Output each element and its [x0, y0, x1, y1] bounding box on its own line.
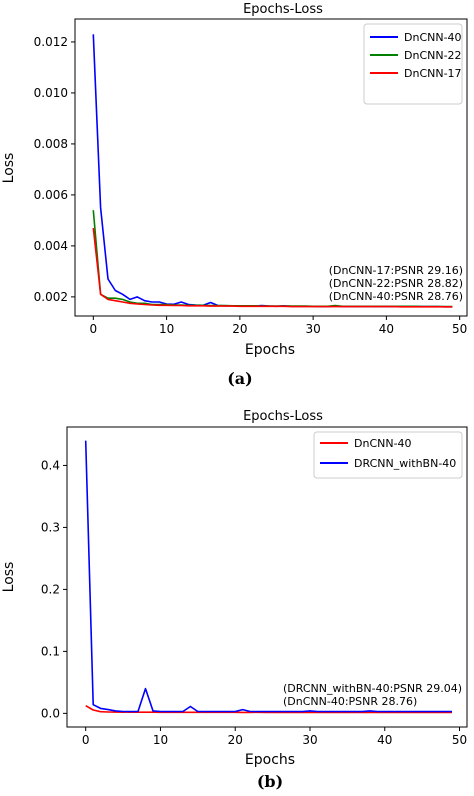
- chart-b-legend: DnCNN-40 DRCNN_withBN-40: [313, 431, 463, 479]
- chart-b-xlabel: Epochs: [245, 752, 295, 768]
- chart-a-panel-label: (a): [227, 369, 253, 388]
- chart-a-xtick-label: 20: [232, 322, 247, 336]
- chart-a-ytick-label: 0.006: [34, 188, 68, 202]
- chart-a-ytick-label: 0.008: [34, 137, 68, 151]
- chart-a-ytick-label: 0.004: [34, 239, 68, 253]
- chart-a: Epochs-Loss Loss Epochs 0 10 20 30 40 50 0.00…: [1, 2, 468, 388]
- chart-b-annotations: (DRCNN_withBN-40:PSNR 29.04) (DnCNN-40:P…: [283, 682, 462, 708]
- chart-b-xtick-label: 30: [302, 733, 317, 747]
- chart-a-legend-label-dncnn-22: DnCNN-22: [404, 49, 462, 62]
- chart-a-ytick-label: 0.012: [34, 35, 68, 49]
- chart-a-xtick-label: 40: [379, 322, 394, 336]
- chart-b-xtick-label: 50: [452, 733, 467, 747]
- chart-b-ylabel: Loss: [1, 562, 17, 593]
- chart-a-annotation-dncnn-40: (DnCNN-40:PSNR 28.76): [329, 290, 463, 303]
- chart-a-xtick-label: 0: [89, 322, 97, 336]
- chart-a-ytick-label: 0.002: [34, 290, 68, 304]
- chart-a-xtick-label: 30: [305, 322, 320, 336]
- chart-b-legend-box: [313, 431, 463, 479]
- chart-b-ytick-label: 0.3: [41, 520, 60, 534]
- chart-a-series-line-dncnn-17: [92, 227, 453, 308]
- chart-b-series-line-drcnn-withbn-40: [84, 440, 452, 713]
- chart-a-annotations: (DnCNN-17:PSNR 29.16) (DnCNN-22:PSNR 28.…: [329, 264, 463, 303]
- chart-a-ylabel: Loss: [1, 153, 17, 184]
- chart-b-annotation-drcnn-withbn-40: (DRCNN_withBN-40:PSNR 29.04): [283, 682, 462, 695]
- chart-b-xtick-label: 20: [228, 733, 243, 747]
- chart-a-series-lines: [92, 34, 453, 308]
- chart-a-title: Epochs-Loss: [243, 2, 323, 17]
- chart-b-legend-label-dncnn-40: DnCNN-40: [354, 437, 412, 450]
- chart-a-ytick-label: 0.010: [34, 86, 68, 100]
- chart-a-legend-box: [363, 23, 463, 105]
- chart-a-y-axis: 0.002 0.004 0.006 0.008 0.010 0.012: [34, 35, 75, 304]
- chart-a-x-axis: 0 10 20 30 40 50: [89, 316, 467, 336]
- chart-b-xtick-label: 40: [377, 733, 392, 747]
- chart-b-ytick-label: 0.2: [41, 582, 60, 596]
- chart-b-ytick-label: 0.0: [41, 706, 60, 720]
- chart-a-legend-label-dncnn-40: DnCNN-40: [404, 31, 462, 44]
- chart-b-legend-label-drcnn-withbn-40: DRCNN_withBN-40: [354, 457, 456, 470]
- chart-a-plot-frame: [74, 18, 468, 317]
- chart-a-legend: DnCNN-40 DnCNN-22 DnCNN-17: [363, 23, 463, 105]
- chart-b-title: Epochs-Loss: [243, 409, 323, 424]
- chart-a-annotation-dncnn-22: (DnCNN-22:PSNR 28.82): [329, 277, 463, 290]
- chart-a-legend-label-dncnn-17: DnCNN-17: [404, 67, 462, 80]
- chart-b-xtick-label: 10: [153, 733, 168, 747]
- chart-b-series-line-dncnn-40: [85, 705, 452, 714]
- chart-b-xtick-label: 0: [82, 733, 90, 747]
- chart-b: Epochs-Loss Loss Epochs 0 10 20 30 40 50 0.00…: [1, 409, 468, 791]
- chart-a-xtick-label: 50: [452, 322, 467, 336]
- chart-b-series-lines: [84, 440, 452, 714]
- chart-b-y-axis: 0.0 0.1 0.2 0.3 0.4: [41, 458, 67, 720]
- chart-b-x-axis: 0 10 20 30 40 50: [82, 727, 467, 747]
- chart-b-ytick-label: 0.4: [41, 458, 60, 472]
- chart-b-ytick-label: 0.1: [41, 644, 60, 658]
- chart-a-xtick-label: 10: [159, 322, 174, 336]
- chart-b-plot-frame: [66, 426, 468, 728]
- chart-a-xlabel: Epochs: [245, 342, 295, 358]
- chart-a-annotation-dncnn-17: (DnCNN-17:PSNR 29.16): [329, 264, 463, 277]
- chart-b-annotation-dncnn-40: (DnCNN-40:PSNR 28.76): [283, 695, 417, 708]
- chart-b-panel-label: (b): [257, 772, 283, 791]
